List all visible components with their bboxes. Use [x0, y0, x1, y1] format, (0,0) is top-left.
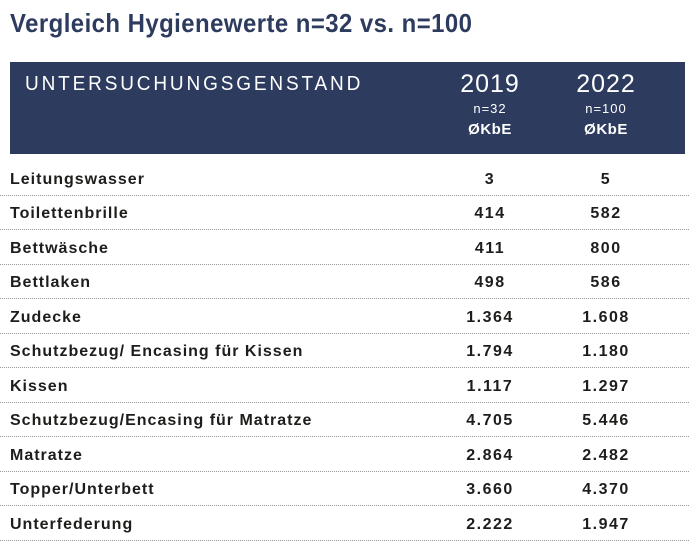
value-2022: 582	[590, 205, 622, 222]
value-2019: 3.660	[466, 481, 514, 498]
value-2022: 586	[590, 274, 622, 291]
row-label: Kissen	[10, 377, 69, 395]
row-label: Toilettenbrille	[10, 205, 129, 222]
row-label: Topper/Unterbett	[10, 481, 155, 498]
value-2022: 4.370	[582, 481, 630, 498]
value-2022: 1.947	[582, 515, 630, 533]
value-2022: 800	[590, 239, 622, 257]
table-row: Unterfederung 2.222 1.947	[0, 506, 689, 541]
value-2022: 1.180	[582, 343, 630, 360]
value-2019: 2.864	[466, 446, 514, 464]
table-row: Bettlaken 498 586	[0, 265, 689, 299]
column-year-2019: 2019	[460, 70, 520, 98]
row-label: Schutzbezug/Encasing für Matratze	[10, 412, 313, 429]
table-row: Leitungswasser 3 5	[0, 161, 689, 196]
value-2019: 1.364	[466, 308, 514, 326]
column-sample-size-2019: n=32	[473, 101, 507, 116]
table-row: Schutzbezug/ Encasing für Kissen 1.794 1…	[0, 334, 689, 368]
column-header-2022: 2022 n=100 ØKbE	[546, 70, 666, 139]
row-label: Schutzbezug/ Encasing für Kissen	[10, 343, 304, 360]
column-header-object: UNTERSUCHUNGSGENSTAND	[25, 73, 364, 95]
value-2022: 5	[600, 170, 612, 188]
value-2022: 5.446	[582, 412, 630, 429]
table-row: Toilettenbrille 414 582	[0, 196, 689, 230]
row-label: Zudecke	[10, 308, 82, 326]
row-label: Bettlaken	[10, 274, 92, 291]
value-2019: 2.222	[466, 515, 514, 533]
row-label: Bettwäsche	[10, 239, 109, 257]
value-2022: 2.482	[582, 446, 630, 464]
table-body: Leitungswasser 3 5 Toilettenbrille 414 5…	[0, 161, 689, 541]
value-2019: 3	[484, 170, 496, 188]
table-row: Kissen 1.117 1.297	[0, 368, 689, 403]
table-header: UNTERSUCHUNGSGENSTAND 2019 n=32 ØKbE 202…	[10, 62, 685, 154]
row-label: Unterfederung	[10, 515, 134, 533]
row-label: Leitungswasser	[10, 170, 145, 188]
table-row: Bettwäsche 411 800	[0, 230, 689, 265]
column-unit-2019: ØKbE	[468, 121, 512, 138]
value-2019: 411	[474, 239, 506, 257]
value-2019: 4.705	[466, 412, 514, 429]
table-row: Schutzbezug/Encasing für Matratze 4.705 …	[0, 403, 689, 437]
value-2019: 1.794	[466, 343, 514, 360]
column-year-2022: 2022	[576, 70, 636, 98]
table-row: Zudecke 1.364 1.608	[0, 299, 689, 334]
table-row: Matratze 2.864 2.482	[0, 437, 689, 472]
column-header-2019: 2019 n=32 ØKbE	[430, 70, 550, 139]
column-sample-size-2022: n=100	[585, 101, 627, 116]
page-title: Vergleich Hygienewerte n=32 vs. n=100	[10, 8, 473, 38]
value-2019: 1.117	[466, 377, 514, 395]
value-2019: 414	[474, 205, 506, 222]
row-label: Matratze	[10, 446, 83, 464]
column-unit-2022: ØKbE	[584, 121, 628, 138]
value-2022: 1.608	[582, 308, 630, 326]
table-row: Topper/Unterbett 3.660 4.370	[0, 472, 689, 506]
value-2019: 498	[474, 274, 506, 291]
value-2022: 1.297	[582, 377, 630, 395]
